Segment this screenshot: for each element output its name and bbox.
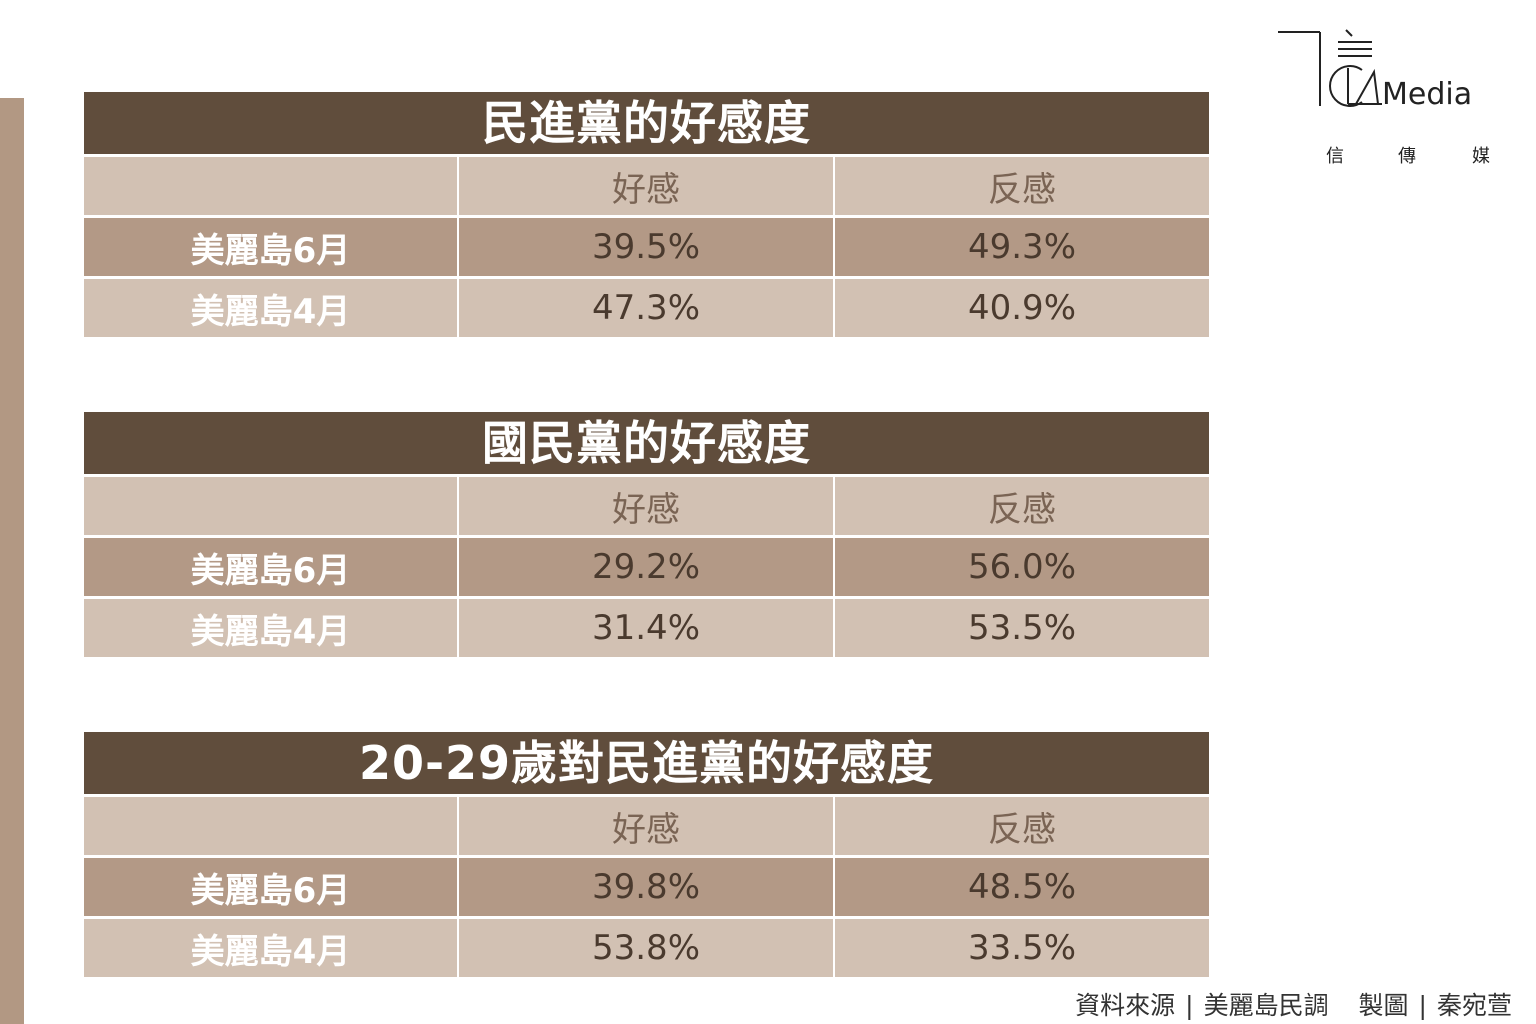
header-cell-empty <box>84 477 457 535</box>
value-cell-unfavorable: 33.5% <box>835 919 1209 977</box>
table-title: 20-29歲對民進黨的好感度 <box>84 732 1209 794</box>
value-cell-favorable: 53.8% <box>459 919 833 977</box>
source-credit: 資料來源 | 美麗島民調 製圖 | 秦宛萱 <box>1075 986 1512 1022</box>
table-row: 美麗島6月 29.2% 56.0% <box>84 538 1209 596</box>
value-cell-favorable: 31.4% <box>459 599 833 657</box>
youth-dpp-favorability-table: 20-29歲對民進黨的好感度 好感 反感 美麗島6月 39.8% 48.5% 美… <box>84 732 1209 977</box>
table-row: 美麗島6月 39.8% 48.5% <box>84 858 1209 916</box>
table-row: 美麗島4月 47.3% 40.9% <box>84 279 1209 337</box>
table-header-row: 好感 反感 <box>84 797 1209 855</box>
header-cell-favorable: 好感 <box>459 157 833 215</box>
separator: | <box>1418 991 1427 1020</box>
row-label: 美麗島6月 <box>84 218 457 276</box>
header-cell-unfavorable: 反感 <box>835 157 1209 215</box>
table-row: 美麗島4月 53.8% 33.5% <box>84 919 1209 977</box>
credit-value: 秦宛萱 <box>1436 991 1512 1020</box>
kmt-favorability-table: 國民黨的好感度 好感 反感 美麗島6月 29.2% 56.0% 美麗島4月 31… <box>84 412 1209 657</box>
value-cell-unfavorable: 48.5% <box>835 858 1209 916</box>
row-label: 美麗島4月 <box>84 599 457 657</box>
table-header-row: 好感 反感 <box>84 157 1209 215</box>
media-logo-mark: Media <box>1278 29 1472 112</box>
media-logo: Media 信 傳 媒 <box>1270 24 1500 167</box>
logo-sub-3: 媒 <box>1472 146 1490 167</box>
header-cell-empty <box>84 797 457 855</box>
header-cell-unfavorable: 反感 <box>835 477 1209 535</box>
header-cell-favorable: 好感 <box>459 477 833 535</box>
credit-label: 製圖 <box>1358 991 1409 1020</box>
table-title: 民進黨的好感度 <box>84 92 1209 154</box>
row-label: 美麗島6月 <box>84 858 457 916</box>
logo-sub-2: 傳 <box>1398 146 1416 167</box>
table-row: 美麗島4月 31.4% 53.5% <box>84 599 1209 657</box>
separator: | <box>1185 991 1194 1020</box>
header-cell-unfavorable: 反感 <box>835 797 1209 855</box>
dpp-favorability-table: 民進黨的好感度 好感 反感 美麗島6月 39.5% 49.3% 美麗島4月 47… <box>84 92 1209 337</box>
row-label: 美麗島6月 <box>84 538 457 596</box>
source-value: 美麗島民調 <box>1203 991 1329 1020</box>
value-cell-favorable: 39.5% <box>459 218 833 276</box>
value-cell-unfavorable: 53.5% <box>835 599 1209 657</box>
left-accent-bar <box>0 98 24 1024</box>
table-header-row: 好感 反感 <box>84 477 1209 535</box>
header-cell-empty <box>84 157 457 215</box>
table-row: 美麗島6月 39.5% 49.3% <box>84 218 1209 276</box>
row-label: 美麗島4月 <box>84 919 457 977</box>
logo-sub-1: 信 <box>1326 146 1344 167</box>
value-cell-unfavorable: 56.0% <box>835 538 1209 596</box>
value-cell-unfavorable: 49.3% <box>835 218 1209 276</box>
value-cell-favorable: 47.3% <box>459 279 833 337</box>
row-label: 美麗島4月 <box>84 279 457 337</box>
header-cell-favorable: 好感 <box>459 797 833 855</box>
value-cell-unfavorable: 40.9% <box>835 279 1209 337</box>
value-cell-favorable: 39.8% <box>459 858 833 916</box>
source-label: 資料來源 <box>1075 991 1176 1020</box>
table-title: 國民黨的好感度 <box>84 412 1209 474</box>
logo-text: Media <box>1382 77 1472 112</box>
value-cell-favorable: 29.2% <box>459 538 833 596</box>
